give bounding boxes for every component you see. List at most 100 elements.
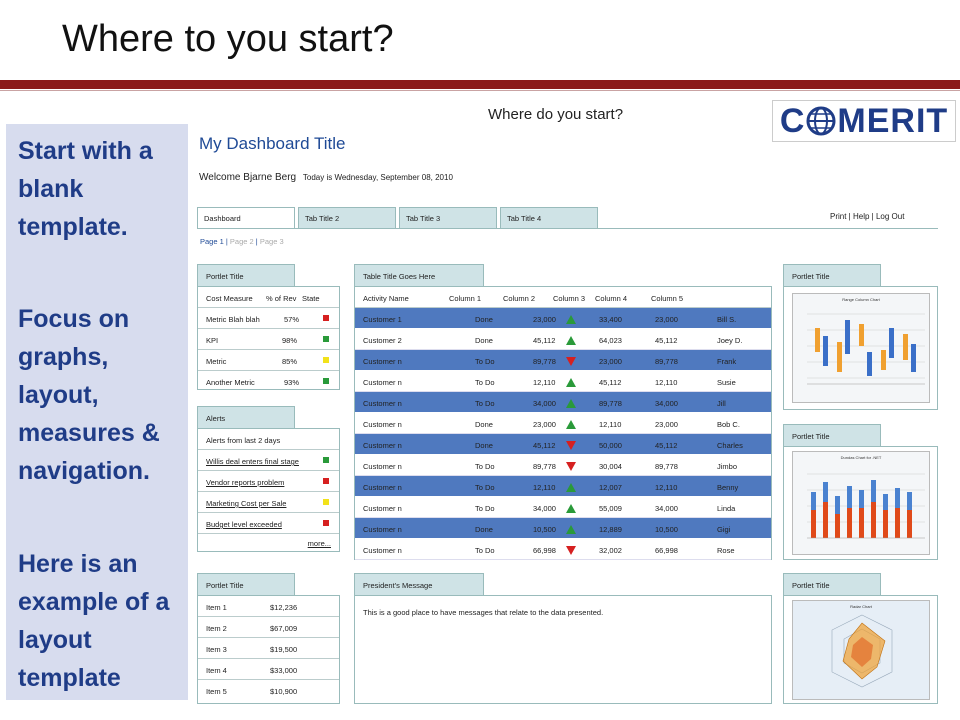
- col-2: Column 2: [503, 294, 536, 303]
- metric-row: Metric Blah blah 57%: [198, 308, 339, 329]
- portlet-radar-title: Portlet Title: [783, 573, 881, 595]
- person-cell: Susie: [717, 378, 736, 387]
- alert-row[interactable]: Vendor reports problem: [198, 471, 339, 492]
- value-cell: 45,112: [533, 336, 556, 345]
- title-accent-bar: [0, 80, 960, 89]
- value-cell: 34,000: [655, 504, 678, 513]
- activity-name: Customer n: [363, 378, 402, 387]
- value-cell: 45,112: [655, 441, 678, 450]
- status-cell: To Do: [475, 378, 495, 387]
- activity-name: Customer n: [363, 546, 402, 555]
- alert-link[interactable]: Marketing Cost per Sale: [206, 499, 287, 508]
- table-row[interactable]: Customer n To Do 12,110 12,007 12,110 Benny: [355, 476, 771, 497]
- side-panel: [6, 124, 188, 700]
- status-indicator: [323, 336, 329, 342]
- page-link-2[interactable]: Page 2: [229, 237, 254, 246]
- welcome-line: Welcome Bjarne Berg Today is Wednesday, …: [199, 172, 453, 183]
- globe-icon: [806, 106, 836, 136]
- logo-text-left: C: [779, 101, 806, 140]
- metric-value: 98%: [282, 336, 298, 345]
- slide-title: Where to you start?: [62, 18, 394, 60]
- metric-row: KPI 98%: [198, 329, 339, 350]
- portlet-alerts: Alerts from last 2 days Willis deal ente…: [197, 428, 340, 552]
- value-cell: 12,110: [599, 420, 622, 429]
- side-text-3: Here is an example of a layout template: [18, 550, 170, 692]
- title-divider: [0, 90, 960, 91]
- table-row[interactable]: Customer n Done 10,500 12,889 10,500 Gigi: [355, 518, 771, 539]
- table-row[interactable]: Customer n To Do 89,778 30,004 89,778 Jimbo: [355, 455, 771, 476]
- trend-down-icon: [566, 462, 576, 471]
- value-cell: 12,110: [655, 378, 678, 387]
- alert-row[interactable]: Budget level exceeded: [198, 513, 339, 534]
- person-cell: Charles: [717, 441, 743, 450]
- table-row[interactable]: Customer n To Do 34,000 55,009 34,000 Linda: [355, 497, 771, 518]
- dundas-chart-svg: [807, 473, 925, 539]
- tab-title-3[interactable]: Tab Title 3: [399, 207, 497, 228]
- table-row[interactable]: Customer 1 Done 23,000 33,400 23,000 Bill S.: [355, 308, 771, 329]
- person-cell: Joey D.: [717, 336, 743, 345]
- alert-link[interactable]: Willis deal enters final stage: [206, 457, 299, 466]
- more-link[interactable]: more...: [307, 539, 331, 548]
- status-cell: Done: [475, 525, 493, 534]
- metric-label: KPI: [206, 336, 219, 345]
- status-indicator: [323, 520, 329, 526]
- value-cell: 10,500: [533, 525, 556, 534]
- value-cell: 12,110: [533, 483, 556, 492]
- portlet-items: Item 1 $12,236 Item 2 $67,009 Item 3 $19…: [197, 595, 340, 704]
- col-3: Column 3: [553, 294, 586, 303]
- metric-value: 57%: [284, 315, 300, 324]
- item-value: $67,009: [270, 624, 298, 633]
- table-header-row: Activity Name Column 1 Column 2 Column 3…: [355, 287, 771, 308]
- table-row[interactable]: Customer n To Do 12,110 45,112 12,110 Susie: [355, 371, 771, 392]
- trend-up-icon: [566, 504, 576, 513]
- col-5: Column 5: [651, 294, 684, 303]
- page-link-1[interactable]: Page 1: [200, 237, 224, 246]
- activity-name: Customer n: [363, 441, 402, 450]
- trend-up-icon: [566, 315, 576, 324]
- person-cell: Benny: [717, 483, 739, 492]
- value-cell: 55,009: [599, 504, 622, 513]
- status-cell: To Do: [475, 462, 495, 471]
- value-cell: 66,998: [655, 546, 678, 555]
- table-row[interactable]: Customer n To Do 89,778 23,000 89,778 Frank: [355, 350, 771, 371]
- value-cell: 23,000: [599, 357, 622, 366]
- data-table: Activity Name Column 1 Column 2 Column 3…: [354, 286, 772, 560]
- top-links[interactable]: Print | Help | Log Out: [830, 212, 905, 221]
- tab-title-4[interactable]: Tab Title 4: [500, 207, 598, 228]
- metric-row: Another Metric 93%: [198, 371, 339, 392]
- table-row[interactable]: Customer n Done 23,000 12,110 23,000 Bob C.: [355, 413, 771, 434]
- portlet-items-title: Portlet Title: [197, 573, 295, 595]
- trend-up-icon: [566, 525, 576, 534]
- table-row[interactable]: Customer 2 Done 45,112 64,023 45,112 Joey D.: [355, 329, 771, 350]
- person-cell: Jimbo: [717, 462, 738, 471]
- alert-row[interactable]: Willis deal enters final stage: [198, 450, 339, 471]
- metric-label: Metric Blah blah: [206, 315, 260, 324]
- tab-dashboard[interactable]: Dashboard: [197, 207, 295, 228]
- portlet-alerts-title: Alerts: [197, 406, 295, 428]
- portlet-range-chart: Range Column Chart: [783, 286, 938, 410]
- metric-value: 93%: [284, 378, 300, 387]
- page-link-3[interactable]: Page 3: [259, 237, 284, 246]
- table-row[interactable]: Customer n To Do 66,998 32,002 66,998 Rose: [355, 539, 771, 560]
- alert-link[interactable]: Budget level exceeded: [206, 520, 282, 529]
- value-cell: 89,778: [655, 462, 678, 471]
- status-cell: To Do: [475, 504, 495, 513]
- table-row[interactable]: Customer n To Do 34,000 89,778 34,000 Jill: [355, 392, 771, 413]
- page-nav: Page 1 | Page 2 | Page 3: [200, 237, 284, 246]
- alert-row[interactable]: Marketing Cost per Sale: [198, 492, 339, 513]
- alert-link[interactable]: Vendor reports problem: [206, 478, 285, 487]
- table-row[interactable]: Customer n Done 45,112 50,000 45,112 Charles: [355, 434, 771, 455]
- tab-title-2[interactable]: Tab Title 2: [298, 207, 396, 228]
- value-cell: 23,000: [533, 420, 556, 429]
- trend-up-icon: [566, 420, 576, 429]
- item-value: $33,000: [270, 666, 298, 675]
- activity-name: Customer n: [363, 420, 402, 429]
- logo-text-right: MERIT: [837, 101, 949, 140]
- col-activity: Activity Name: [363, 294, 409, 303]
- portlet-dundas-chart: Dundas Chart for .NET: [783, 446, 938, 560]
- dundas-chart-caption: Dundas Chart for .NET: [840, 455, 882, 460]
- metrics-header-state: State: [302, 294, 320, 303]
- value-cell: 12,007: [599, 483, 622, 492]
- item-label: Item 3: [206, 645, 227, 654]
- tab-divider: [197, 228, 938, 229]
